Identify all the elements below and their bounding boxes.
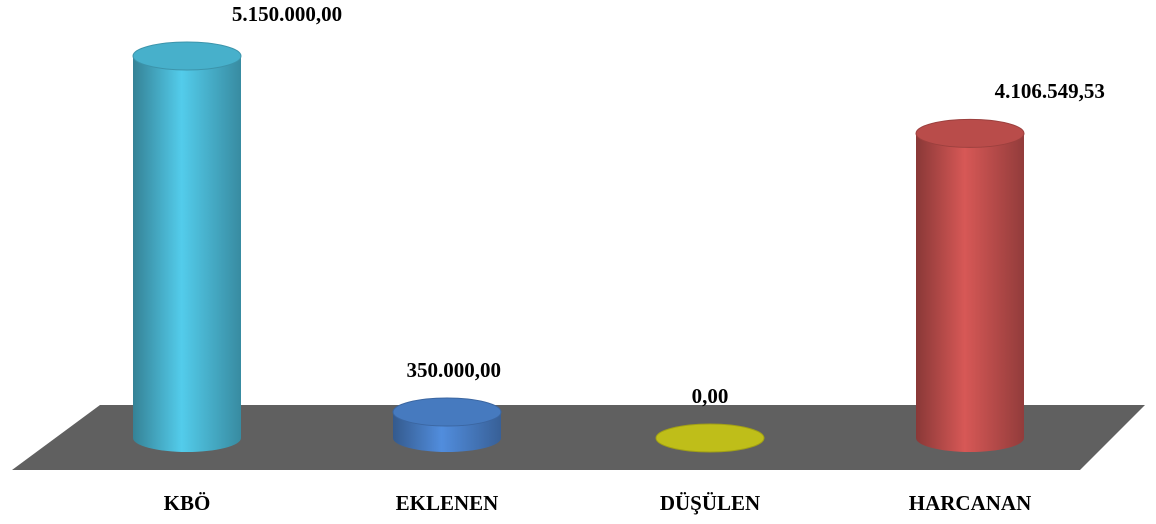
cylinder-top — [132, 41, 242, 71]
value-label: 4.106.549,53 — [995, 79, 1105, 103]
value-label: 350.000,00 — [407, 358, 502, 382]
category-label: HARCANAN — [909, 491, 1032, 515]
cylinder-top — [915, 118, 1025, 148]
cylinder-top — [392, 397, 502, 427]
cylinder-body — [133, 56, 241, 452]
value-label: 0,00 — [692, 384, 729, 408]
floor — [12, 405, 1145, 470]
cylinder-body — [916, 133, 1024, 452]
category-label: DÜŞÜLEN — [660, 491, 760, 515]
value-label: 5.150.000,00 — [232, 2, 342, 26]
category-label: EKLENEN — [396, 491, 499, 515]
category-label: KBÖ — [164, 491, 211, 515]
cylinder-top — [655, 423, 765, 453]
